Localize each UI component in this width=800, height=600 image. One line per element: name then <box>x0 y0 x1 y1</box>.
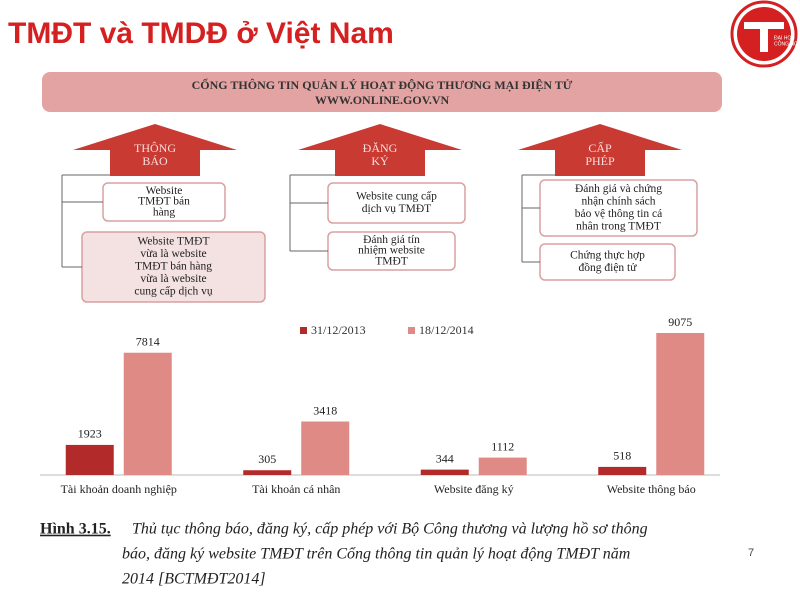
data-label: 1112 <box>491 439 514 453</box>
data-label: 7814 <box>136 334 160 348</box>
box-text: Đánh giá và chứng <box>575 183 662 195</box>
box-text: nhân trong TMĐT <box>576 220 661 232</box>
bar <box>420 469 469 475</box>
x-tick-label: Website thông báo <box>607 482 696 496</box>
caption-text: Thủ tục thông báo, đăng ký, cấp phép với… <box>132 521 648 538</box>
box-text: cung cấp dịch vụ <box>134 285 212 298</box>
logo-t <box>744 22 784 52</box>
x-tick-label: Tài khoản cá nhân <box>252 482 340 496</box>
box-text: đồng điện tử <box>579 261 638 274</box>
banner-text: CỔNG THÔNG TIN QUẢN LÝ HOẠT ĐỘNG THƯƠNG … <box>192 77 573 92</box>
logo: ĐẠI HỌC CÔNG NGHỆ <box>730 0 800 68</box>
legend-marker <box>408 327 415 334</box>
banner-text: WWW.ONLINE.GOV.VN <box>315 93 450 107</box>
arrow-label: BÁO <box>142 154 168 168</box>
arrow <box>298 124 462 176</box>
arrow-label: KÝ <box>371 154 389 168</box>
banner <box>42 72 722 112</box>
bar <box>598 466 647 475</box>
caption-text: 2014 [BCTMĐT2014] <box>122 571 266 588</box>
box-text: Đánh giá tín <box>363 234 420 246</box>
arrow-label: PHÉP <box>585 154 615 168</box>
box-text: Website <box>146 185 183 197</box>
bar <box>656 333 705 475</box>
box-text: vừa là website <box>140 273 206 285</box>
box-text: TMĐT <box>375 255 408 267</box>
box-text: nhiệm website <box>358 245 425 257</box>
arrow <box>73 124 237 176</box>
page-number: 7 <box>748 547 754 559</box>
box-text: TMĐT bán <box>138 196 190 208</box>
box-text: Website TMĐT <box>137 236 209 248</box>
logo-text: ĐẠI HỌC <box>774 35 795 41</box>
data-label: 305 <box>258 452 276 466</box>
bar <box>123 352 172 475</box>
x-tick-label: Website đăng ký <box>434 482 514 496</box>
caption-text: báo, đăng ký website TMĐT trên Cổng thôn… <box>122 546 630 563</box>
bar <box>65 444 114 475</box>
box-text: dịch vụ TMĐT <box>362 203 431 215</box>
bar <box>301 421 350 475</box>
slide-title: TMĐT và TMDĐ ở Việt Nam <box>8 17 394 50</box>
arrow-label: THÔNG <box>134 141 176 155</box>
logo-text: CÔNG NGHỆ <box>774 39 800 47</box>
data-label: 344 <box>436 451 454 465</box>
box-text: Website cung cấp <box>356 189 437 202</box>
bar <box>478 457 527 475</box>
x-tick-label: Tài khoản doanh nghiệp <box>61 482 177 496</box>
data-label: 9075 <box>668 315 692 329</box>
box-text: hàng <box>153 206 176 218</box>
arrow <box>518 124 682 176</box>
data-label: 1923 <box>78 427 102 441</box>
arrow-label: CẤP <box>588 140 612 155</box>
arrow-label: ĐĂNG <box>363 141 398 155</box>
data-label: 518 <box>613 449 631 463</box>
legend-label: 18/12/2014 <box>419 323 474 337</box>
data-label: 3418 <box>313 403 337 417</box>
caption-label: Hình 3.15. <box>40 521 111 538</box>
box-text: vừa là website <box>140 248 206 260</box>
legend-marker <box>300 327 307 334</box>
box-text: TMĐT bán hàng <box>135 261 212 273</box>
box-text: nhận chính sách <box>581 195 655 207</box>
bar <box>243 470 292 475</box>
legend-label: 31/12/2013 <box>311 323 366 337</box>
box-text: bảo vệ thông tin cá <box>575 208 663 220</box>
box-text: Chứng thực hợp <box>570 249 645 261</box>
